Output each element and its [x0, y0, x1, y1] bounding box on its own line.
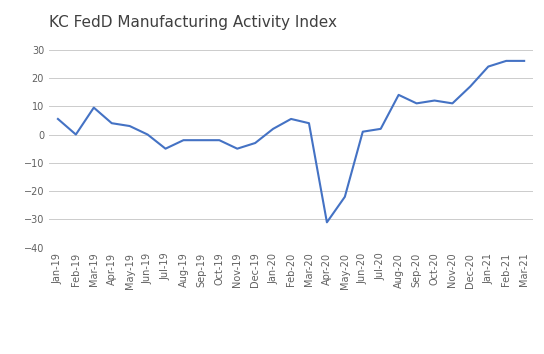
- Text: KC FedD Manufacturing Activity Index: KC FedD Manufacturing Activity Index: [49, 15, 337, 30]
